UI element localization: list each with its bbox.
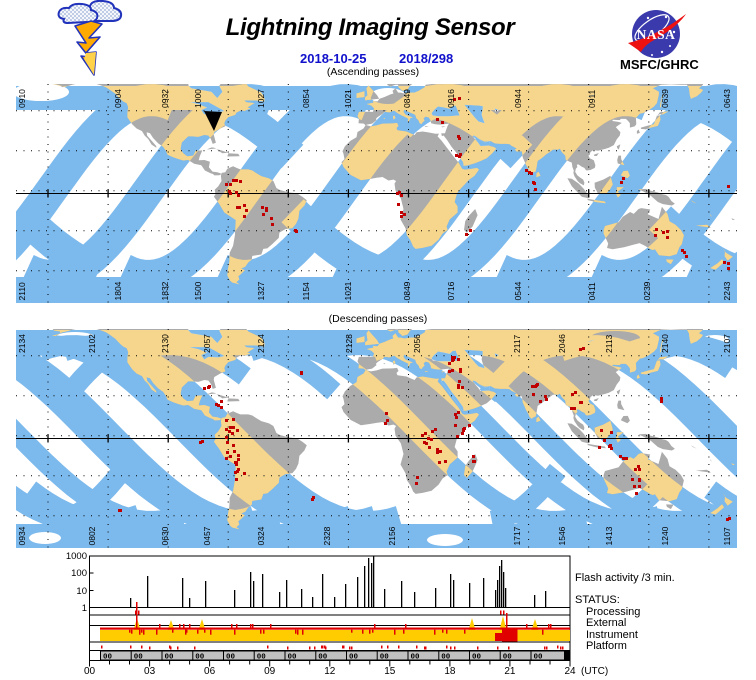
svg-text:1021: 1021: [343, 281, 353, 300]
svg-text:00: 00: [103, 654, 113, 662]
svg-text:0239: 0239: [642, 281, 652, 300]
svg-text:00: 00: [472, 654, 482, 662]
svg-text:2140: 2140: [660, 334, 670, 353]
svg-text:2056: 2056: [412, 334, 422, 353]
svg-text:00: 00: [165, 654, 175, 662]
svg-text:1021: 1021: [343, 89, 353, 108]
svg-text:00: 00: [134, 654, 144, 662]
svg-text:2046: 2046: [557, 334, 567, 353]
svg-text:00: 00: [380, 654, 390, 662]
svg-text:0457: 0457: [202, 526, 212, 545]
svg-text:0934: 0934: [17, 526, 27, 545]
svg-text:0639: 0639: [660, 89, 670, 108]
svg-text:1832: 1832: [160, 281, 170, 300]
svg-text:00: 00: [411, 654, 421, 662]
svg-text:1000: 1000: [193, 89, 203, 108]
svg-text:0802: 0802: [87, 526, 97, 545]
svg-text:1107: 1107: [722, 527, 732, 546]
svg-text:00: 00: [288, 654, 298, 662]
svg-text:00: 00: [503, 654, 513, 662]
svg-text:2124: 2124: [256, 334, 266, 353]
svg-text:NASA: NASA: [637, 27, 676, 42]
svg-text:0849: 0849: [402, 281, 412, 300]
svg-text:00: 00: [257, 654, 267, 662]
svg-text:0944: 0944: [513, 89, 523, 108]
svg-text:0849: 0849: [402, 89, 412, 108]
svg-text:1240: 1240: [660, 526, 670, 545]
svg-text:0716: 0716: [446, 281, 456, 300]
svg-text:0411: 0411: [587, 282, 597, 301]
svg-text:1327: 1327: [256, 281, 266, 300]
svg-text:2328: 2328: [322, 526, 332, 545]
svg-text:2113: 2113: [604, 334, 614, 353]
svg-text:00: 00: [349, 654, 359, 662]
svg-text:1546: 1546: [557, 526, 567, 545]
svg-text:1717: 1717: [512, 526, 522, 545]
svg-text:1027: 1027: [256, 89, 266, 108]
svg-text:00: 00: [441, 654, 451, 662]
svg-text:0854: 0854: [301, 89, 311, 108]
svg-text:1413: 1413: [604, 526, 614, 545]
svg-text:0544: 0544: [513, 281, 523, 300]
svg-text:2128: 2128: [344, 334, 354, 353]
svg-text:0911: 0911: [587, 89, 597, 108]
svg-text:2107: 2107: [722, 334, 732, 353]
svg-text:2130: 2130: [160, 334, 170, 353]
svg-text:2156: 2156: [387, 526, 397, 545]
svg-text:0904: 0904: [113, 89, 123, 108]
svg-text:00: 00: [195, 654, 205, 662]
svg-text:2243: 2243: [722, 281, 732, 300]
svg-text:00: 00: [534, 654, 544, 662]
svg-text:2117: 2117: [512, 334, 522, 353]
svg-text:2102: 2102: [87, 334, 97, 353]
svg-text:0932: 0932: [160, 89, 170, 108]
svg-text:2110: 2110: [17, 282, 27, 301]
svg-text:2057: 2057: [202, 334, 212, 353]
svg-text:00: 00: [318, 654, 328, 662]
svg-text:1500: 1500: [193, 281, 203, 300]
svg-text:1154: 1154: [301, 282, 311, 301]
svg-text:0643: 0643: [722, 89, 732, 108]
svg-text:0916: 0916: [446, 89, 456, 108]
svg-text:2134: 2134: [17, 334, 27, 353]
svg-text:0324: 0324: [256, 526, 266, 545]
svg-text:00: 00: [226, 654, 236, 662]
svg-text:0630: 0630: [160, 526, 170, 545]
svg-text:1804: 1804: [113, 281, 123, 300]
svg-text:0910: 0910: [17, 89, 27, 108]
